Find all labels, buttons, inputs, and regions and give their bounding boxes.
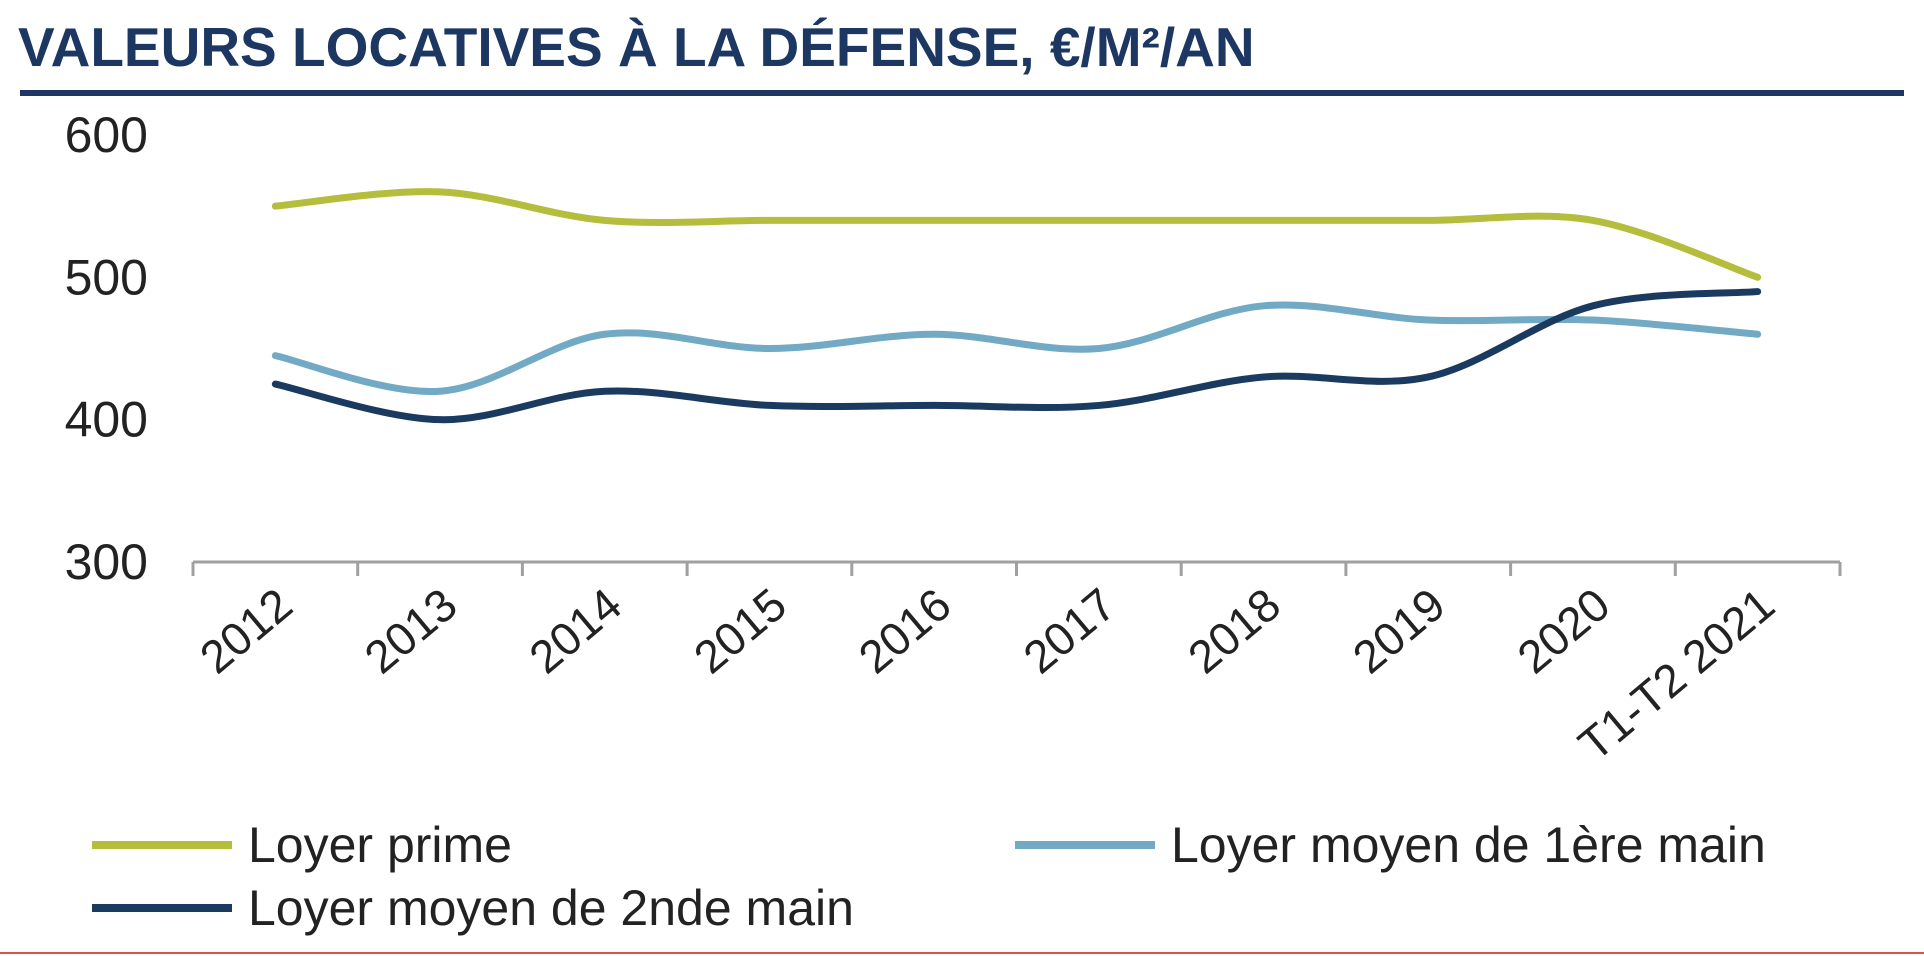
- x-tick-label: 2016: [849, 578, 961, 684]
- y-axis: 300 400 500 600: [65, 107, 148, 590]
- series-line-loyer-moyen-de-2nde-main: [271, 288, 1762, 424]
- x-tick-label: 2020: [1508, 578, 1620, 684]
- y-tick-label: 300: [65, 534, 148, 590]
- x-tick-label: 2015: [684, 578, 796, 684]
- x-tick-label: 2018: [1178, 578, 1290, 684]
- x-axis: 2012 2013 2014 2015 2016 2017 2018 2019 2020T1-T…: [190, 562, 1842, 771]
- legend-label: Loyer moyen de 1ère main: [1171, 817, 1766, 873]
- series-line-loyer-prime: [271, 188, 1762, 281]
- x-tick-label: 2014: [519, 578, 631, 684]
- legend-label: Loyer moyen de 2nde main: [248, 880, 854, 936]
- legend-label: Loyer prime: [248, 817, 512, 873]
- plot-area: [271, 188, 1762, 424]
- y-tick-label: 500: [65, 249, 148, 305]
- x-tick-label: 2013: [355, 578, 467, 684]
- y-tick-label: 600: [65, 107, 148, 163]
- x-tick-label: 2019: [1343, 578, 1455, 684]
- y-tick-label: 400: [65, 392, 148, 448]
- legend: Loyer prime Loyer moyen de 1ère main Loyer…: [92, 817, 1766, 936]
- x-tick-label: 2017: [1013, 578, 1125, 684]
- series-line-loyer-moyen-de-1ere-main: [271, 301, 1762, 395]
- chart-title: VALEURS LOCATIVES À LA DÉFENSE, €/M²/AN: [18, 16, 1255, 78]
- x-tick-label: 2012: [190, 578, 302, 684]
